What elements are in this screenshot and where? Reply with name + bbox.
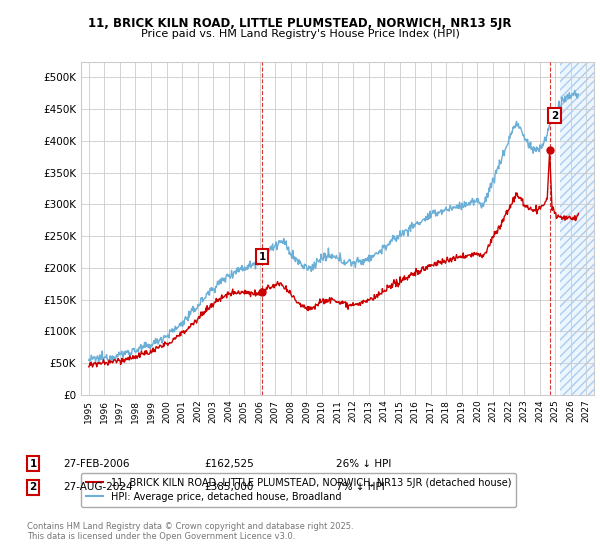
Text: 2: 2 <box>551 110 558 120</box>
Text: 26% ↓ HPI: 26% ↓ HPI <box>336 459 391 469</box>
Text: Price paid vs. HM Land Registry's House Price Index (HPI): Price paid vs. HM Land Registry's House … <box>140 29 460 39</box>
Text: Contains HM Land Registry data © Crown copyright and database right 2025.
This d: Contains HM Land Registry data © Crown c… <box>27 522 353 542</box>
Bar <box>560 62 594 395</box>
Text: 2: 2 <box>29 482 37 492</box>
Text: 11, BRICK KILN ROAD, LITTLE PLUMSTEAD, NORWICH, NR13 5JR: 11, BRICK KILN ROAD, LITTLE PLUMSTEAD, N… <box>88 17 512 30</box>
Text: 27-AUG-2024: 27-AUG-2024 <box>63 482 133 492</box>
Bar <box>560 62 594 395</box>
Legend: 11, BRICK KILN ROAD, LITTLE PLUMSTEAD, NORWICH, NR13 5JR (detached house), HPI: : 11, BRICK KILN ROAD, LITTLE PLUMSTEAD, N… <box>81 473 516 507</box>
Text: £162,525: £162,525 <box>204 459 254 469</box>
Text: £385,000: £385,000 <box>204 482 253 492</box>
Text: 1: 1 <box>259 252 266 262</box>
Text: 1: 1 <box>29 459 37 469</box>
Text: 7% ↓ HPI: 7% ↓ HPI <box>336 482 385 492</box>
Text: 27-FEB-2006: 27-FEB-2006 <box>63 459 130 469</box>
